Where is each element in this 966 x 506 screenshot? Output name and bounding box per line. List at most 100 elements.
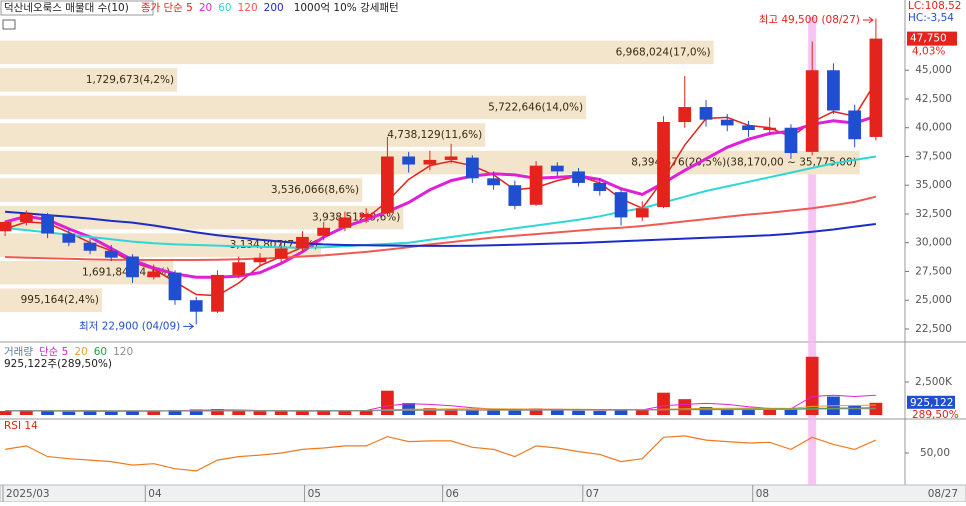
volume-profile-label: 5,722,646(14,0%): [488, 101, 583, 113]
volume-profile-value: 6,968,024(17,0%): [616, 46, 711, 58]
legend-entry: 60: [218, 2, 231, 14]
x-tick-label: 07: [586, 488, 599, 500]
candle-body: [699, 107, 713, 120]
volume-bar: [104, 411, 118, 415]
candle-body: [189, 300, 203, 312]
volume-title: 거래량: [4, 346, 33, 358]
volume-bar: [168, 409, 182, 415]
volume-bar: [784, 408, 798, 415]
moving-average-line: [5, 195, 877, 261]
volume-bar: [211, 409, 224, 415]
y-tick-label: 22,500: [915, 323, 952, 335]
candle-body: [720, 119, 734, 126]
volume-profile-value: 5,722,646(14,0%): [488, 101, 583, 113]
candle-body: [381, 156, 394, 213]
legend-entry: 120: [238, 2, 258, 14]
candle-body: [657, 121, 670, 208]
volume-bar: [869, 402, 883, 415]
candle-body: [550, 165, 564, 172]
high-arrow: [862, 16, 874, 24]
volume-bar: [444, 408, 458, 415]
y-tick-label: 40,000: [915, 122, 952, 134]
candle-body: [253, 257, 267, 263]
volume-bar: [423, 408, 437, 415]
x-tick-label: 04: [148, 488, 162, 500]
candle-body: [232, 262, 246, 275]
volume-bar: [147, 411, 161, 415]
y-tick-label: 50,00: [920, 447, 950, 459]
volume-bar: [62, 411, 76, 415]
volume-bar: [83, 411, 97, 415]
candle-body: [593, 182, 607, 191]
x-tick-label: 08: [756, 488, 769, 500]
moving-average-line: [5, 155, 877, 249]
volume-bar: [720, 409, 734, 415]
volume-profile-bar: [0, 233, 322, 257]
candle-body: [41, 215, 54, 234]
volume-profile-bar: [0, 68, 178, 92]
volume-ma-line: [5, 408, 876, 412]
legend-entry: 20: [74, 346, 87, 358]
volume-bar: [699, 407, 713, 415]
candle-body: [572, 171, 585, 183]
y-tick-label: 35,000: [915, 179, 952, 191]
candle-body: [147, 271, 161, 278]
y-tick-label: 25,000: [915, 294, 952, 306]
volume-bar: [19, 410, 33, 415]
moving-average-line: [5, 210, 877, 247]
volume-bar: [0, 411, 12, 415]
candle-body: [62, 233, 76, 243]
x-tick-label: 2025/03: [6, 488, 50, 500]
volume-bar: [487, 409, 500, 415]
volume-bar: [317, 410, 331, 415]
candle-body: [126, 256, 139, 278]
volume-bar: [763, 409, 777, 415]
volume-bar: [742, 409, 755, 415]
candle-body: [359, 213, 373, 218]
volume-profile-value: 4,738,129(11,6%): [387, 129, 482, 141]
volume-profile-value: 8,394,576(20,5%): [631, 157, 726, 169]
volume-profile-label: 3,536,066(8,6%): [271, 184, 359, 196]
volume-bar: [381, 390, 394, 415]
volume-bar: [635, 409, 649, 415]
volume-bar: [614, 409, 628, 415]
volume-profile-bar: [0, 40, 714, 65]
candle-body: [104, 250, 118, 258]
candle-body: [678, 107, 692, 122]
y-tick-label: 27,500: [915, 265, 952, 277]
volume-bar: [274, 411, 288, 415]
candle-body: [338, 217, 352, 228]
volume-bar: [296, 411, 309, 415]
volume-bar: [805, 356, 819, 415]
volume-bar: [529, 408, 543, 415]
volume-profile-bar: [0, 205, 404, 230]
low-annotation: 최저 22,900 (04/09): [79, 320, 180, 332]
volume-bar: [232, 410, 246, 415]
rsi-title: RSI 14: [4, 420, 38, 432]
candle-body: [0, 222, 12, 232]
volume-bar: [508, 409, 522, 415]
volume-bar: [465, 409, 479, 415]
last-price-label: 47,750: [910, 33, 947, 45]
candle-body: [296, 236, 309, 249]
candle-body: [274, 248, 288, 259]
volume-last-tag: [907, 395, 955, 409]
volume-profile-label: 6,968,024(17,0%): [616, 46, 711, 58]
volume-bar: [41, 411, 54, 415]
hc-label: HC:-3,54: [908, 12, 954, 24]
pattern-legend: 1000억 10% 강세패턴: [294, 2, 399, 14]
volume-profile-label: 4,738,129(11,6%): [387, 129, 482, 141]
change-label: 4,03%: [912, 46, 945, 58]
x-tick-label: 05: [308, 488, 321, 500]
volume-bar: [189, 409, 203, 415]
candle-body: [444, 156, 458, 160]
candle-body: [763, 127, 777, 131]
y-tick-label: 45,000: [915, 64, 952, 76]
candle-body: [635, 208, 649, 218]
volume-bar: [657, 392, 670, 415]
legend-entry: 20: [199, 2, 212, 14]
chart-title: 덕산네오룩스 매물대 수(10): [4, 2, 129, 14]
candle-body: [742, 125, 755, 131]
